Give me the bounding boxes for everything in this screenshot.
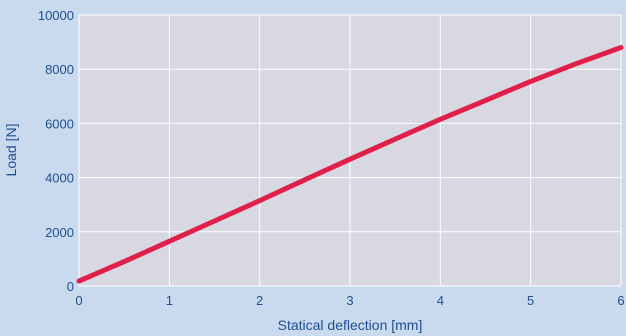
y-tick-label: 4000 (45, 171, 74, 186)
grid-lines (78, 14, 622, 287)
x-tick-label: 3 (346, 293, 353, 308)
x-tick-label: 0 (75, 293, 82, 308)
series-line-0 (76, 45, 624, 284)
series-layer (76, 45, 624, 284)
x-tick-label: 6 (617, 293, 624, 308)
y-tick-label: 8000 (45, 62, 74, 77)
y-axis-title: Load [N] (3, 124, 19, 177)
y-tick-label: 2000 (45, 225, 74, 240)
x-tick-labels: 0 1 2 3 4 5 6 (75, 293, 624, 308)
y-tick-label: 10000 (38, 8, 74, 23)
x-tick-label: 1 (166, 293, 173, 308)
x-tick-label: 4 (437, 293, 444, 308)
x-axis-title: Statical deflection [mm] (278, 317, 423, 333)
y-tick-labels: 0 2000 4000 6000 8000 10000 (38, 8, 74, 294)
x-tick-label: 2 (256, 293, 263, 308)
y-tick-label: 0 (67, 279, 74, 294)
y-tick-label: 6000 (45, 116, 74, 131)
x-tick-label: 5 (527, 293, 534, 308)
